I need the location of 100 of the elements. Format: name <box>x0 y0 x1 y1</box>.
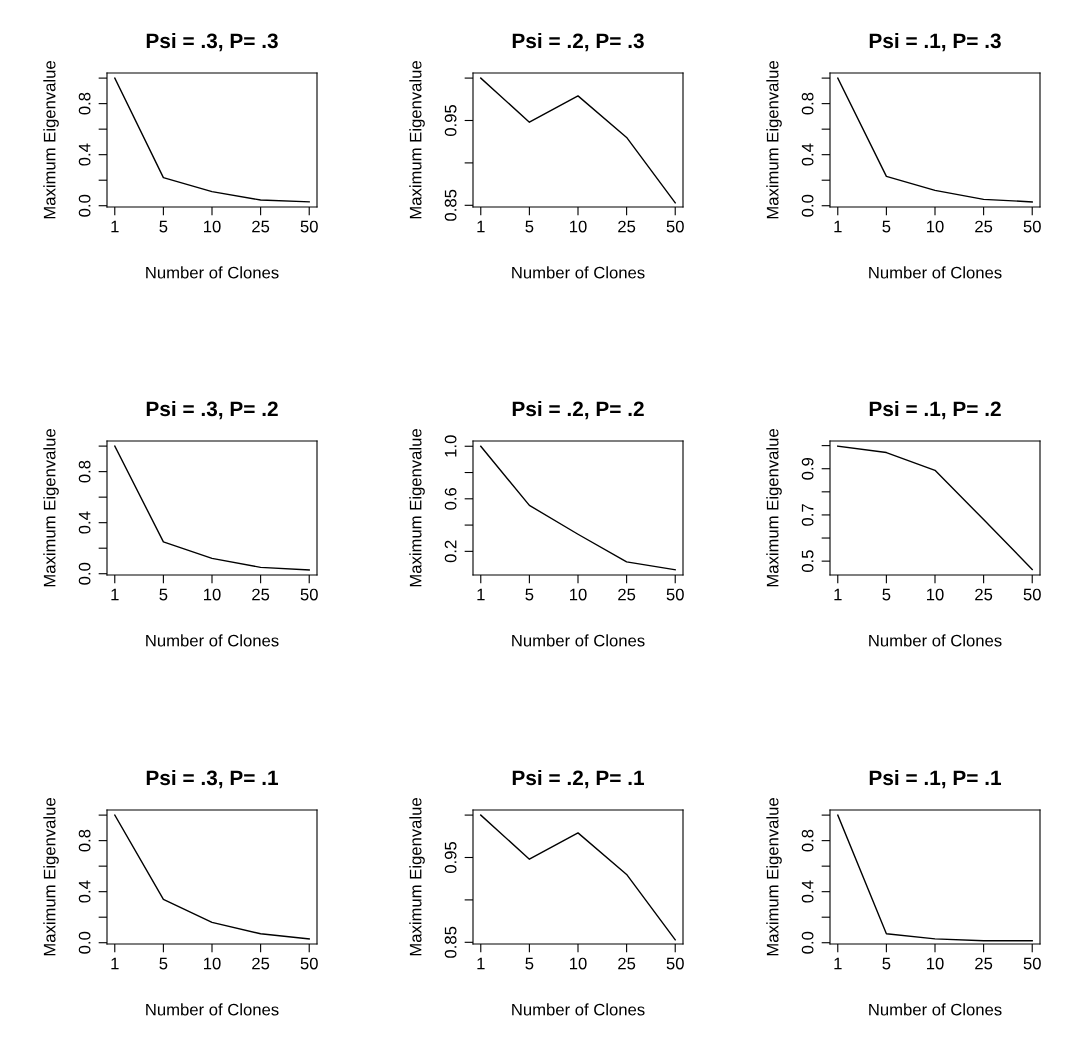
chart-title: Psi = .1, P= .2 <box>869 400 1001 420</box>
x-tick-label: 25 <box>618 957 636 970</box>
y-axis-title: Maximum Eigenvalue <box>766 61 782 219</box>
x-tick-label: 50 <box>666 588 684 601</box>
x-tick-label: 5 <box>525 957 534 970</box>
y-axis-title: Maximum Eigenvalue <box>409 429 425 587</box>
x-axis-title: Number of Clones <box>512 266 645 279</box>
y-tick-label: 0.4 <box>801 880 814 903</box>
x-tick-label: 25 <box>975 588 993 601</box>
line-series <box>837 77 1033 203</box>
x-tick-label: 1 <box>477 957 485 970</box>
x-tick-label: 25 <box>252 220 270 233</box>
x-tick-label: 50 <box>300 957 318 970</box>
x-axis-title: Number of Clones <box>869 1003 1002 1016</box>
x-tick-label: 5 <box>159 957 168 970</box>
chart-title: Psi = .2, P= .2 <box>512 400 644 420</box>
x-tick-label: 5 <box>525 588 534 601</box>
x-tick-label: 50 <box>1023 957 1041 970</box>
x-tick-label: 25 <box>618 588 636 601</box>
chart-title: Psi = .1, P= .1 <box>869 769 1002 789</box>
y-tick-label: 0.0 <box>78 562 91 585</box>
x-tick-label: 5 <box>882 588 891 601</box>
y-axis-title: Maximum Eigenvalue <box>409 61 425 219</box>
line-series <box>837 445 1033 571</box>
x-axis-title: Number of Clones <box>146 1003 279 1016</box>
chart-title: Psi = .3, P= .3 <box>146 32 278 52</box>
x-tick-label: 10 <box>927 957 944 970</box>
x-axis-title: Number of Clones <box>512 634 645 647</box>
x-tick-label: 10 <box>204 957 221 970</box>
x-tick-label: 50 <box>300 588 318 601</box>
y-tick-label: 0.8 <box>801 829 814 852</box>
x-tick-label: 50 <box>666 957 684 970</box>
y-tick-label: 0.8 <box>801 92 814 115</box>
y-axis-title: Maximum Eigenvalue <box>409 798 425 956</box>
x-tick-label: 1 <box>834 957 842 970</box>
y-tick-label: 0.4 <box>801 143 814 166</box>
x-tick-label: 5 <box>882 220 891 233</box>
x-tick-label: 50 <box>666 220 684 233</box>
chart-title: Psi = .2, P= .1 <box>512 769 645 789</box>
x-tick-label: 10 <box>927 220 944 233</box>
y-tick-label: 0.7 <box>801 504 814 526</box>
x-tick-label: 1 <box>111 588 119 601</box>
x-tick-label: 5 <box>159 220 168 233</box>
x-axis-title: Number of Clones <box>146 266 279 279</box>
y-tick-label: 0.4 <box>78 143 91 166</box>
x-tick-label: 10 <box>927 588 944 601</box>
y-axis-title: Maximum Eigenvalue <box>43 61 59 219</box>
chart-title: Psi = .3, P= .2 <box>146 400 278 420</box>
x-tick-label: 50 <box>1023 220 1041 233</box>
line-series <box>114 445 310 571</box>
y-tick-label: 0.0 <box>78 194 91 217</box>
x-axis-title: Number of Clones <box>146 634 279 647</box>
x-tick-label: 50 <box>300 220 318 233</box>
y-axis-title: Maximum Eigenvalue <box>766 429 782 587</box>
y-tick-label: 0.85 <box>444 926 457 958</box>
x-tick-label: 1 <box>834 588 842 601</box>
x-tick-label: 1 <box>111 220 119 233</box>
line-series <box>114 77 310 203</box>
y-tick-label: 0.8 <box>78 460 91 483</box>
chart-title: Psi = .1, P= .3 <box>869 32 1001 52</box>
y-tick-label: 0.2 <box>444 540 457 563</box>
x-tick-label: 1 <box>834 220 842 233</box>
y-tick-label: 0.0 <box>801 194 814 217</box>
y-tick-label: 0.9 <box>801 457 814 480</box>
y-axis-title: Maximum Eigenvalue <box>43 429 59 587</box>
line-series <box>480 814 676 941</box>
y-tick-label: 0.4 <box>78 511 91 534</box>
y-tick-label: 0.8 <box>78 92 91 115</box>
x-tick-label: 10 <box>204 220 221 233</box>
line-series <box>114 814 310 940</box>
x-tick-label: 25 <box>975 957 993 970</box>
x-tick-label: 1 <box>111 957 119 970</box>
y-tick-label: 0.95 <box>444 841 457 874</box>
y-tick-label: 0.0 <box>801 931 814 954</box>
y-tick-label: 0.95 <box>444 104 457 137</box>
y-tick-label: 0.85 <box>444 189 457 221</box>
x-tick-label: 25 <box>618 220 636 233</box>
x-tick-label: 25 <box>975 220 993 233</box>
x-tick-label: 5 <box>159 588 168 601</box>
y-axis-title: Maximum Eigenvalue <box>766 798 782 956</box>
x-tick-label: 50 <box>1023 588 1041 601</box>
y-axis-title: Maximum Eigenvalue <box>43 798 59 956</box>
x-axis-title: Number of Clones <box>512 1003 645 1016</box>
x-tick-label: 10 <box>204 588 221 601</box>
line-series <box>480 445 676 571</box>
x-tick-label: 5 <box>525 220 534 233</box>
x-axis-title: Number of Clones <box>869 266 1002 279</box>
x-tick-label: 10 <box>570 220 587 233</box>
x-tick-label: 25 <box>252 588 270 601</box>
x-axis-title: Number of Clones <box>869 634 1002 647</box>
x-tick-label: 1 <box>477 588 485 601</box>
x-tick-label: 10 <box>570 588 587 601</box>
y-tick-label: 0.0 <box>78 931 91 954</box>
line-series <box>480 77 676 204</box>
x-tick-label: 10 <box>570 957 587 970</box>
y-tick-label: 0.6 <box>444 487 457 510</box>
chart-title: Psi = .3, P= .1 <box>146 769 279 789</box>
chart-title: Psi = .2, P= .3 <box>512 32 644 52</box>
x-tick-label: 5 <box>882 957 891 970</box>
x-tick-label: 25 <box>252 957 270 970</box>
